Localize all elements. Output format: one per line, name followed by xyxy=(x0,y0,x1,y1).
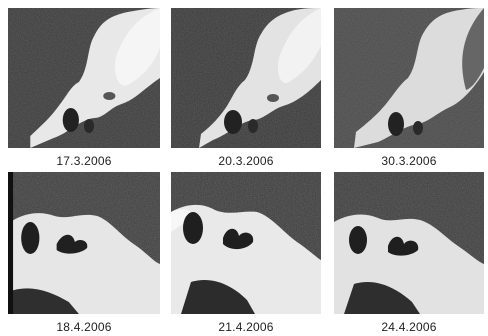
image-date-label: 17.3.2006 xyxy=(56,154,112,168)
satellite-image-panel-6 xyxy=(334,172,484,314)
satellite-image-5 xyxy=(171,172,321,314)
satellite-image-3 xyxy=(334,8,484,148)
image-date-label: 21.4.2006 xyxy=(218,320,274,334)
image-date-label: 24.4.2006 xyxy=(381,320,437,334)
satellite-image-panel-5 xyxy=(171,172,321,314)
satellite-image-panel-1 xyxy=(8,8,160,148)
satellite-image-panel-3 xyxy=(334,8,484,148)
satellite-image-panel-4 xyxy=(8,172,160,314)
satellite-image-1 xyxy=(8,8,160,148)
satellite-image-4 xyxy=(8,172,160,314)
image-date-label: 30.3.2006 xyxy=(381,154,437,168)
satellite-image-6 xyxy=(334,172,484,314)
satellite-image-panel-2 xyxy=(171,8,321,148)
satellite-image-2 xyxy=(171,8,321,148)
image-date-label: 20.3.2006 xyxy=(218,154,274,168)
image-date-label: 18.4.2006 xyxy=(56,320,112,334)
